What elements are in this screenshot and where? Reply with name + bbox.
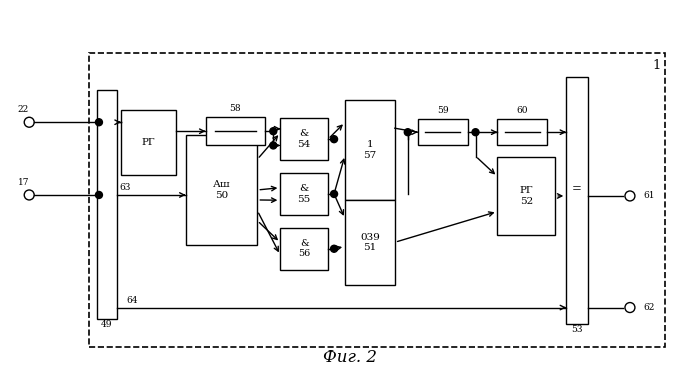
Text: &
56: & 56	[298, 239, 310, 259]
Text: 17: 17	[18, 178, 29, 187]
Text: Фиг. 2: Фиг. 2	[323, 349, 377, 366]
Circle shape	[330, 191, 337, 198]
Bar	[566, 77, 588, 324]
Bar	[97, 90, 117, 319]
Text: 22: 22	[18, 105, 29, 114]
Bar	[418, 119, 468, 145]
Bar	[345, 100, 395, 200]
Circle shape	[472, 129, 479, 136]
Text: 64: 64	[127, 296, 139, 305]
Text: РГ: РГ	[141, 138, 155, 147]
Bar	[498, 157, 555, 235]
Text: 1: 1	[652, 59, 661, 72]
Text: 62: 62	[643, 303, 654, 312]
Circle shape	[405, 129, 412, 136]
Bar	[280, 173, 328, 215]
Text: 49: 49	[102, 320, 113, 329]
Text: &
54: & 54	[298, 130, 311, 149]
Text: 63: 63	[120, 183, 131, 192]
Bar	[89, 54, 665, 347]
Text: =: =	[572, 182, 582, 195]
Text: &
55: & 55	[298, 184, 311, 204]
Circle shape	[95, 119, 102, 126]
Circle shape	[95, 192, 102, 198]
Bar	[206, 117, 265, 145]
Text: 53: 53	[571, 326, 583, 334]
Circle shape	[330, 245, 337, 252]
Text: 60: 60	[517, 106, 528, 115]
Text: 1
57: 1 57	[363, 141, 377, 160]
Circle shape	[270, 142, 276, 149]
Bar	[345, 200, 395, 285]
Text: 61: 61	[643, 191, 654, 201]
Bar	[186, 135, 258, 245]
Text: РГ
52: РГ 52	[519, 186, 533, 206]
Circle shape	[270, 128, 276, 135]
Text: 58: 58	[230, 104, 242, 113]
Circle shape	[330, 136, 337, 143]
Text: Аш
50: Аш 50	[213, 180, 230, 200]
Bar	[280, 228, 328, 270]
Text: 59: 59	[437, 106, 449, 115]
Bar	[498, 119, 547, 145]
Text: 039
51: 039 51	[360, 233, 380, 252]
Bar	[280, 118, 328, 160]
Bar	[121, 110, 176, 175]
